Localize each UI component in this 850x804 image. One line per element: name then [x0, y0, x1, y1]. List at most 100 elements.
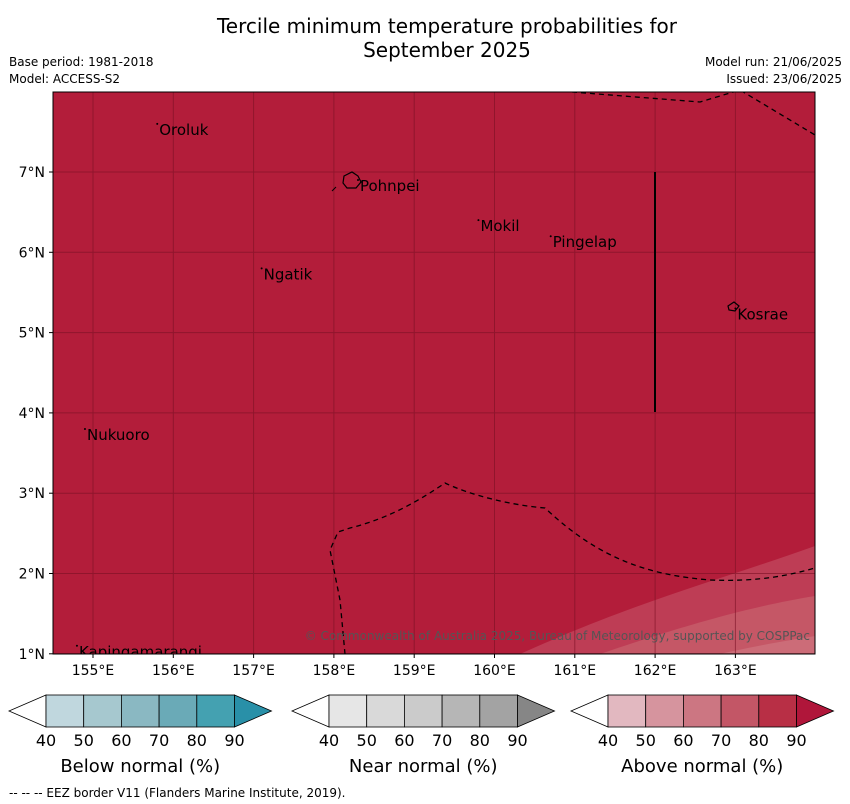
colorbar-high-arrow [517, 694, 556, 728]
colorbar-segment [720, 694, 760, 728]
place-marker [477, 219, 480, 222]
model-info: Base period: 1981-2018 Model: ACCESS-S2 [9, 54, 154, 88]
probability-field [53, 92, 815, 654]
colorbar-segment [158, 694, 198, 728]
place-label: Ngatik [264, 265, 313, 283]
colorbar-tick-label: 50 [636, 731, 656, 750]
latitude-tick-label: 2°N [19, 567, 45, 583]
colorbar-2: 40 50 60 70 80 90 Near normal (%) [290, 694, 556, 777]
longitude-tick-label: 161°E [554, 663, 597, 679]
longitude-tick-label: 158°E [313, 663, 356, 679]
eez-border-south [329, 482, 815, 654]
colorbar-tick-label: 50 [74, 731, 94, 750]
model-run: Model run: 21/06/2025 [704, 55, 842, 69]
graticule [53, 92, 815, 654]
latitude-tick-label: 5°N [19, 326, 45, 342]
map-panel: Oroluk Pohnpei Mokil Pingelap Ngatik Kosrae Nu… [53, 92, 815, 661]
colorbar-low-arrow [7, 694, 47, 728]
place-label: Kapingamarangi [79, 643, 202, 661]
longitude-tick-label: 156°E [152, 663, 195, 679]
colorbar-tick-label: 70 [149, 731, 169, 750]
colorbar-segment [196, 694, 235, 728]
colorbar-title: Near normal (%) [349, 756, 498, 777]
base-period: Base period: 1981-2018 [9, 55, 154, 69]
colorbar-tick-label: 90 [224, 731, 244, 750]
latitude-tick-label: 3°N [19, 486, 45, 502]
place-label: Mokil [480, 217, 519, 235]
longitude-tick-label: 159°E [393, 663, 436, 679]
latitude-tick-label: 6°N [19, 245, 45, 261]
chart-title: Tercile minimum temperature probabilitie… [0, 14, 850, 62]
map-frame [52, 91, 816, 655]
colorbar-tick-label: 90 [507, 731, 527, 750]
colorbar-segment [645, 694, 684, 728]
colorbar-tick-label: 40 [598, 731, 618, 750]
colorbar-segment [479, 694, 518, 728]
place-label: Kosrae [737, 306, 788, 324]
place-label: Pohnpei [360, 177, 420, 195]
colorbar-tick-label: 70 [432, 731, 452, 750]
place-label: Nukuoro [87, 426, 150, 444]
colorbar-segment [45, 694, 85, 728]
colorbar-segment [403, 694, 443, 728]
place-marker [83, 427, 86, 430]
place-marker [156, 122, 159, 125]
copyright-text: © Commonwealth of Australia 2025, Bureau… [305, 629, 810, 643]
kosrae-island [727, 301, 740, 312]
colorbar-high-arrow [796, 694, 835, 728]
colorbar-tick-label: 90 [786, 731, 806, 750]
place-marker [356, 179, 359, 182]
colorbar-low-arrow [290, 694, 330, 728]
latitude-tick-label: 7°N [19, 165, 45, 181]
run-info: Model run: 21/06/2025 Issued: 23/06/2025 [705, 54, 842, 88]
title-line-1: Tercile minimum temperature probabilitie… [216, 14, 678, 38]
place-marker [549, 235, 552, 238]
probability-band-70 [600, 596, 815, 654]
colorbar-tick-label: 80 [749, 731, 769, 750]
longitude-tick-label: 163°E [714, 663, 757, 679]
longitude-tick-label: 162°E [634, 663, 677, 679]
colorbar-tick-label: 80 [187, 731, 207, 750]
longitude-tick-label: 155°E [72, 663, 115, 679]
map-axes: 155°E 156°E 157°E 158°E 159°E 160°E 161°E 162°E… [19, 91, 816, 679]
place-marker [260, 267, 263, 270]
title-line-2: September 2025 [363, 38, 531, 62]
eez-border-north [571, 92, 815, 136]
colorbar-tick-label: 80 [470, 731, 490, 750]
colorbar-tick-label: 50 [357, 731, 377, 750]
colorbar-segment [683, 694, 722, 728]
colorbar-tick-label: 40 [36, 731, 56, 750]
latitude-tick-label: 1°N [19, 647, 45, 663]
colorbar-segment [121, 694, 160, 728]
colorbar-segment [328, 694, 368, 728]
colorbar-segment [758, 694, 797, 728]
colorbar-segment [607, 694, 647, 728]
place-marker [734, 307, 737, 310]
colorbar-segment [366, 694, 405, 728]
colorbar-tick-label: 60 [111, 731, 131, 750]
colorbar-segment [441, 694, 481, 728]
latitude-tick-label: 4°N [19, 406, 45, 422]
place-label: Oroluk [159, 121, 208, 139]
colorbar-title: Above normal (%) [621, 756, 783, 777]
colorbar-tick-label: 60 [673, 731, 693, 750]
issued-date: Issued: 23/06/2025 [726, 72, 842, 86]
colorbar-title: Below normal (%) [60, 756, 220, 777]
eez-note: -- -- -- EEZ border V11 (Flanders Marine… [9, 786, 346, 800]
pohnpei-island [342, 171, 362, 189]
colorbar-tick-label: 60 [394, 731, 414, 750]
place-label: Pingelap [553, 233, 617, 251]
model-name: Model: ACCESS-S2 [9, 72, 121, 86]
colorbar-high-arrow [234, 694, 273, 728]
place-labels: Oroluk Pohnpei Mokil Pingelap Ngatik Kosrae Nu… [75, 121, 788, 661]
longitude-tick-label: 160°E [473, 663, 516, 679]
colorbar-segment [83, 694, 122, 728]
colorbar-tick-label: 40 [319, 731, 339, 750]
islet-mark [331, 186, 337, 192]
colorbar-tick-label: 70 [711, 731, 731, 750]
place-marker [75, 644, 78, 647]
